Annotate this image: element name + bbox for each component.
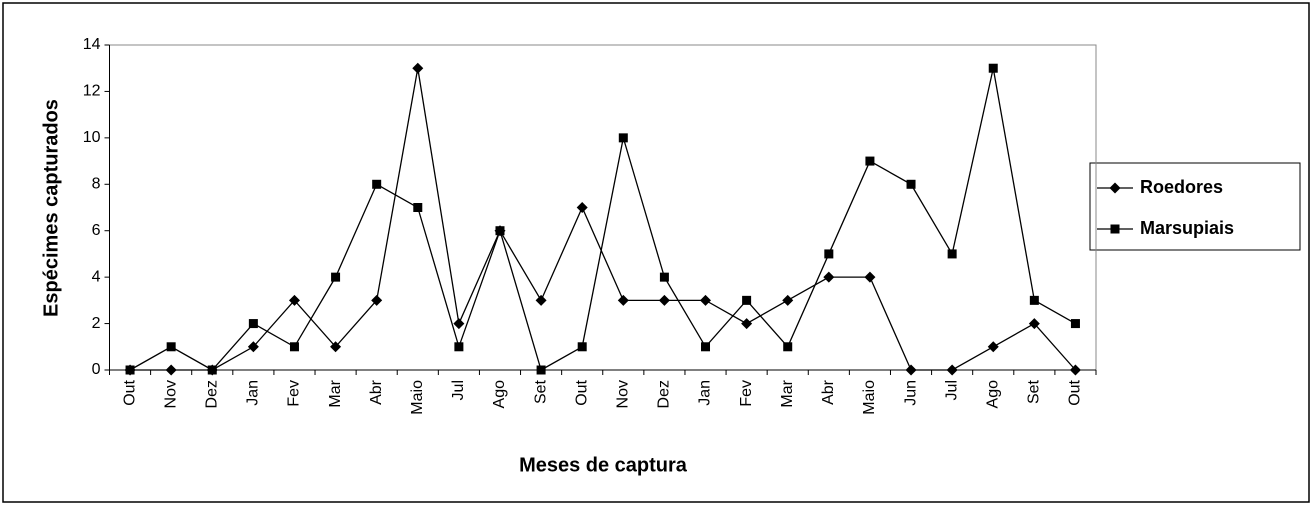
- x-tick-label: Fev: [286, 380, 303, 407]
- marker: [906, 179, 916, 189]
- marker: [1028, 318, 1040, 330]
- marker: [658, 294, 670, 306]
- x-tick-label: Ago: [491, 380, 508, 409]
- y-tick-label: 6: [92, 222, 101, 239]
- marker: [783, 342, 793, 352]
- x-tick-label: Mar: [779, 379, 796, 407]
- x-tick-label: Jun: [902, 380, 919, 406]
- x-tick-label: Jul: [943, 380, 960, 400]
- marker: [454, 342, 464, 352]
- y-axis-label: Espécimes capturados: [40, 99, 62, 317]
- legend-box: [1089, 162, 1301, 251]
- marker: [453, 318, 465, 330]
- marker: [1069, 364, 1081, 376]
- marker: [823, 271, 835, 283]
- marker: [372, 179, 382, 189]
- marker: [207, 365, 217, 375]
- y-tick-label: 4: [92, 268, 101, 285]
- x-tick-label: Out: [573, 379, 590, 405]
- marker: [864, 271, 876, 283]
- marker: [741, 318, 753, 330]
- x-tick-label: Jul: [450, 380, 467, 400]
- x-tick-label: Maio: [861, 380, 878, 415]
- x-tick-label: Maio: [409, 380, 426, 415]
- marker: [495, 226, 505, 236]
- marker: [946, 364, 958, 376]
- legend-label: Roedores: [1140, 177, 1223, 197]
- y-tick-label: 8: [92, 176, 101, 193]
- marker: [330, 341, 342, 353]
- marker: [577, 342, 587, 352]
- marker: [166, 342, 176, 352]
- marker: [1029, 295, 1039, 305]
- marker: [700, 294, 712, 306]
- marker: [288, 294, 300, 306]
- x-tick-label: Jan: [245, 380, 262, 406]
- marker: [331, 272, 341, 282]
- x-tick-label: Fev: [738, 380, 755, 407]
- marker: [905, 364, 917, 376]
- x-tick-label: Abr: [820, 379, 837, 405]
- y-tick-label: 12: [83, 83, 101, 100]
- x-tick-label: Nov: [615, 380, 632, 408]
- marker: [248, 319, 258, 329]
- marker: [742, 295, 752, 305]
- marker: [618, 133, 628, 143]
- marker: [988, 63, 998, 73]
- y-tick-label: 0: [92, 361, 101, 378]
- y-tick-label: 10: [83, 129, 101, 146]
- marker: [701, 342, 711, 352]
- marker: [165, 364, 177, 376]
- x-tick-label: Ago: [984, 380, 1001, 409]
- marker: [413, 203, 423, 212]
- marker: [865, 156, 875, 166]
- x-tick-label: Abr: [368, 379, 385, 405]
- x-tick-label: Set: [1026, 379, 1043, 404]
- x-tick-label: Out: [1067, 379, 1084, 405]
- x-tick-label: Jan: [697, 380, 714, 406]
- y-tick-label: 14: [83, 36, 101, 53]
- x-tick-label: Nov: [162, 380, 179, 408]
- x-tick-label: Dez: [203, 380, 220, 408]
- marker: [412, 62, 424, 74]
- series-line: [129, 68, 1076, 371]
- x-tick-label: Mar: [327, 379, 344, 407]
- marker: [371, 294, 383, 306]
- marker: [617, 294, 629, 306]
- marker: [289, 342, 299, 352]
- marker: [947, 249, 957, 259]
- marker: [125, 365, 135, 375]
- x-tick-label: Out: [121, 379, 138, 405]
- marker: [576, 202, 588, 213]
- x-tick-label: Dez: [656, 380, 673, 408]
- marker: [1070, 319, 1080, 329]
- legend-label: Marsupiais: [1140, 218, 1234, 238]
- series-line: [130, 68, 1076, 371]
- marker: [535, 294, 547, 306]
- legend-marker: [1109, 182, 1121, 194]
- marker: [782, 294, 794, 306]
- marker: [824, 249, 834, 259]
- x-tick-label: Set: [532, 379, 549, 404]
- x-axis-label: Meses de captura: [519, 454, 688, 476]
- marker: [247, 341, 259, 353]
- y-tick-label: 2: [92, 315, 101, 332]
- marker: [987, 341, 999, 353]
- marker: [536, 365, 546, 375]
- legend-marker: [1110, 224, 1120, 234]
- marker: [659, 272, 669, 282]
